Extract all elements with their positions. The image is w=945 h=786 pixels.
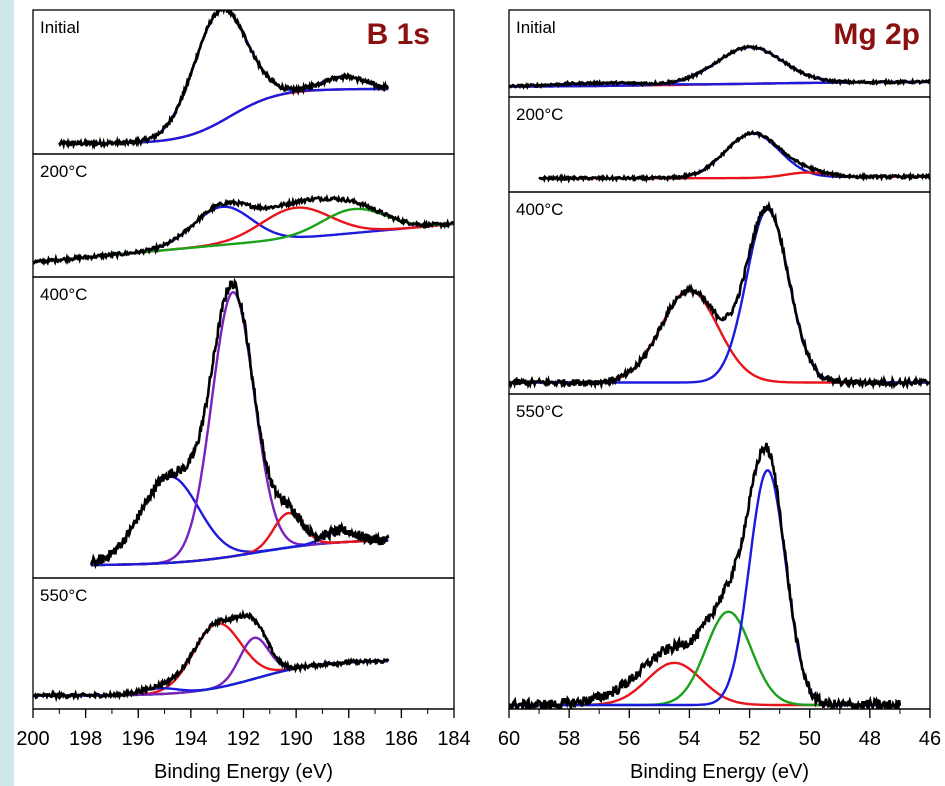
panel-0-3 — [33, 609, 390, 703]
x-tick-label: 190 — [279, 728, 312, 750]
chart-title: Mg 2p — [833, 18, 920, 51]
x-tick-label: 196 — [122, 728, 155, 750]
panel-label: 550°C — [516, 402, 563, 421]
panel-label: 200°C — [516, 105, 563, 124]
background-curve — [59, 87, 389, 145]
panel-0-0 — [58, 10, 390, 150]
measured-spectrum — [89, 277, 390, 570]
background-curve — [90, 539, 389, 567]
x-axis-label: Binding Energy (eV) — [630, 761, 809, 783]
fit-component-blue — [509, 208, 930, 384]
panel-1-2 — [509, 200, 930, 391]
window-edge-strip — [0, 0, 14, 786]
chart-title: B 1s — [367, 18, 430, 51]
measured-spectrum — [58, 10, 390, 150]
x-tick-label: 50 — [799, 728, 821, 750]
panel-label: 550°C — [40, 586, 87, 605]
fit-component-green — [509, 610, 900, 707]
panel-frame — [32, 577, 455, 710]
fit-component-blue — [59, 75, 389, 145]
fit-component-purple — [90, 290, 389, 567]
panel-1-1 — [538, 129, 930, 184]
panel-1-0 — [509, 44, 930, 90]
x-tick-label: 188 — [332, 728, 365, 750]
panel-frame — [508, 191, 931, 395]
x-axis-label: Binding Energy (eV) — [154, 761, 333, 783]
x-tick-label: 198 — [69, 728, 102, 750]
x-tick-label: 58 — [558, 728, 580, 750]
x-tick-label: 54 — [678, 728, 700, 750]
x-tick-label: 52 — [738, 728, 760, 750]
panel-label: Initial — [516, 18, 556, 37]
fit-component-blue — [539, 132, 930, 180]
x-tick-label: 184 — [437, 728, 470, 750]
x-tick-label: 194 — [174, 728, 207, 750]
x-tick-label: 60 — [498, 728, 520, 750]
fit-component-blue — [509, 46, 930, 88]
panel-label: 400°C — [40, 285, 87, 304]
measured-spectrum — [509, 442, 902, 709]
measured-spectrum — [509, 44, 930, 90]
measured-spectrum — [33, 193, 454, 266]
panel-0-2 — [89, 277, 390, 570]
x-tick-label: 46 — [919, 728, 941, 750]
panel-0-1 — [33, 193, 454, 266]
measured-spectrum — [538, 129, 930, 184]
fit-component-blue — [90, 529, 389, 567]
x-tick-label: 56 — [618, 728, 640, 750]
background-curve — [33, 659, 389, 697]
fit-component-blue — [33, 659, 389, 697]
x-tick-label: 186 — [385, 728, 418, 750]
panel-label: 200°C — [40, 162, 87, 181]
fit-component-red — [33, 622, 389, 697]
x-tick-label: 48 — [859, 728, 881, 750]
panel-1-3 — [509, 442, 902, 709]
panel-label: 400°C — [516, 200, 563, 219]
measured-spectrum — [509, 200, 930, 391]
panel-label: Initial — [40, 18, 80, 37]
measured-spectrum — [33, 609, 390, 703]
x-tick-label: 200 — [16, 728, 49, 750]
fit-component-blue — [509, 469, 900, 707]
panel-frame — [508, 393, 931, 710]
x-tick-label: 192 — [227, 728, 260, 750]
fit-component-purple — [33, 636, 389, 697]
